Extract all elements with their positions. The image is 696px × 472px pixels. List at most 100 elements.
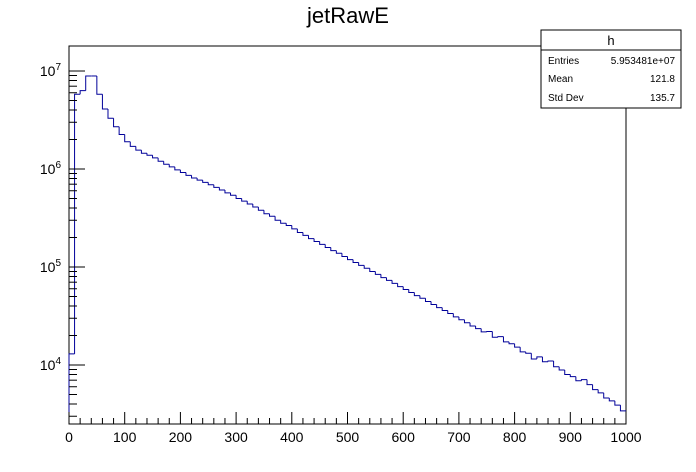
- histogram-bin: [224, 190, 231, 194]
- histogram-bin: [447, 310, 454, 315]
- histogram-bin: [525, 351, 532, 354]
- histogram-bin: [424, 298, 432, 302]
- histogram-bin: [129, 141, 136, 147]
- histogram-bin: [508, 341, 515, 345]
- histogram-bin: [358, 262, 365, 266]
- histogram-bin: [502, 336, 510, 343]
- histogram-bin: [291, 225, 298, 230]
- histogram-bin: [603, 392, 610, 399]
- histogram-bin: [68, 353, 75, 424]
- histogram-bin: [252, 203, 259, 208]
- histogram-bin: [564, 369, 571, 375]
- histogram-bin: [324, 244, 331, 249]
- histogram-bin: [380, 274, 387, 279]
- histogram-bin: [308, 235, 315, 240]
- histogram-bin: [107, 108, 114, 119]
- x-tick-label: 100: [113, 429, 137, 445]
- x-tick-label: 900: [559, 429, 583, 445]
- histogram-bin: [374, 271, 381, 275]
- histogram-bin: [179, 169, 186, 174]
- histogram-bin: [608, 398, 615, 402]
- x-tick-label: 500: [336, 429, 360, 445]
- x-axis: 0 100 200 300 400 500 600 700 800 900 1000: [65, 412, 642, 445]
- histogram-bin: [363, 265, 370, 269]
- histogram-bin: [341, 253, 348, 257]
- histogram-bin: [402, 286, 409, 290]
- histogram-bin: [185, 172, 192, 176]
- histogram-bin: [202, 180, 209, 183]
- histogram-bin: [246, 201, 253, 205]
- histogram-bin: [452, 313, 459, 318]
- histogram-bin: [547, 360, 554, 362]
- histogram-bin: [541, 356, 549, 363]
- histogram-bin: [118, 126, 125, 135]
- histogram-bin: [124, 134, 131, 143]
- histogram-bin: [530, 353, 537, 360]
- histogram-bin: [257, 206, 264, 211]
- stats-entries-label: Entries: [548, 56, 579, 67]
- histogram-bin: [101, 94, 108, 110]
- histogram-bin: [413, 292, 420, 297]
- histogram-bin: [519, 347, 526, 353]
- histogram-bin: [385, 277, 393, 281]
- x-tick-label: 600: [392, 429, 416, 445]
- histogram-bin: [569, 374, 576, 378]
- x-tick-label: 800: [503, 429, 527, 445]
- y-axis: 104 105 106 107: [40, 62, 85, 417]
- histogram-bin: [74, 93, 81, 354]
- histogram-bin: [369, 268, 376, 272]
- histogram-bin: [302, 232, 309, 236]
- histogram-bin: [235, 195, 242, 200]
- histogram-bin: [592, 384, 599, 391]
- histogram-bin: [558, 366, 565, 371]
- histogram-bin: [207, 182, 214, 186]
- y-tick-label: 105: [40, 258, 62, 275]
- histogram-bin: [391, 280, 398, 284]
- histogram-bin: [174, 166, 181, 171]
- x-tick-label: 0: [65, 429, 73, 445]
- histogram-bin: [436, 304, 443, 309]
- histogram-bin: [419, 295, 426, 299]
- y-tick-label: 106: [40, 160, 62, 177]
- histogram-bin: [163, 161, 170, 165]
- histogram-bin: [397, 283, 404, 288]
- histogram-bin: [458, 316, 465, 321]
- histogram-bin: [96, 75, 103, 95]
- histogram-layer: [68, 75, 626, 424]
- histogram-bin: [580, 379, 588, 381]
- histogram-bin: [430, 301, 437, 305]
- stats-box-frame: [540, 29, 682, 109]
- histogram-bin: [619, 405, 626, 412]
- histogram-bin: [113, 118, 120, 128]
- histogram-bin: [241, 198, 248, 202]
- x-tick-label: 200: [169, 429, 193, 445]
- histogram-bin: [475, 326, 482, 330]
- histogram-bin: [352, 259, 359, 264]
- histogram-bin: [597, 389, 604, 394]
- histogram-bin: [347, 256, 354, 261]
- x-tick-label: 300: [224, 429, 248, 445]
- histogram-bin: [335, 250, 342, 254]
- histogram-bin: [274, 216, 281, 221]
- histogram-bin: [280, 220, 287, 224]
- x-tick-label: 400: [280, 429, 304, 445]
- histogram-bin: [196, 177, 203, 181]
- histogram-bin: [586, 379, 593, 386]
- histogram-bin: [263, 210, 270, 215]
- x-tick-label: 700: [447, 429, 471, 445]
- histogram-bin: [191, 175, 198, 179]
- histogram-bin: [408, 289, 415, 293]
- histogram-bin: [575, 376, 582, 382]
- histogram-bin: [213, 184, 220, 188]
- histogram-bin: [230, 192, 237, 196]
- histogram-bin: [296, 228, 303, 233]
- histogram-bin: [497, 336, 504, 338]
- y-tick-label: 104: [40, 356, 62, 373]
- stats-entries-value: 5.953481e+07: [611, 56, 676, 67]
- histogram-bin: [536, 356, 543, 360]
- histogram-bin: [168, 164, 175, 168]
- stats-stddev-value: 135.7: [650, 93, 675, 104]
- histogram-bin: [319, 241, 326, 245]
- histogram-bin: [553, 360, 560, 368]
